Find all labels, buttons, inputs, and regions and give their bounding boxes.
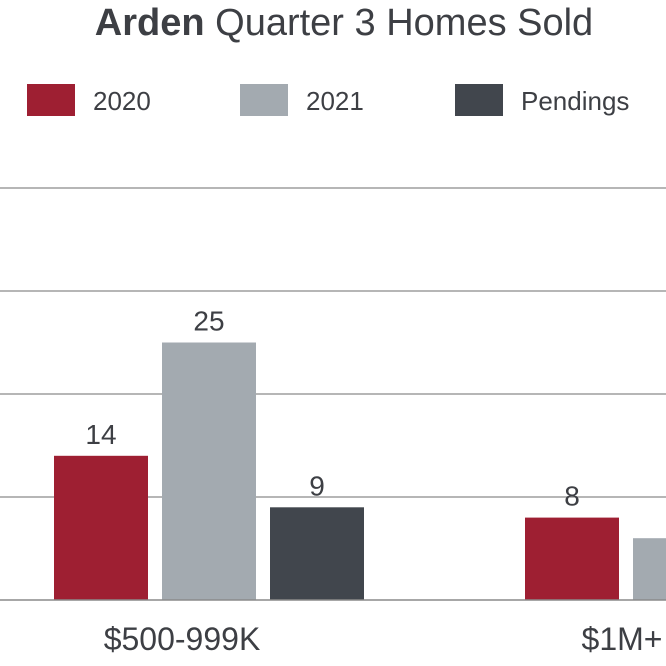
bar-2021-0 <box>162 342 256 600</box>
bar-2020-0 <box>54 455 148 600</box>
legend-swatch-2020 <box>27 84 75 116</box>
legend-swatch-pendings <box>455 84 503 116</box>
category-label: $1M+ <box>582 621 663 657</box>
legend-swatch-2021 <box>240 84 288 116</box>
legend-label-2020: 2020 <box>93 86 151 116</box>
legend-label-2021: 2021 <box>306 86 364 116</box>
chart-title: Arden Quarter 3 Homes Sold <box>0 2 666 45</box>
chart-title-rest: Quarter 3 Homes Sold <box>215 2 594 44</box>
bar-pendings-0 <box>270 507 364 600</box>
legend-label-pendings: Pendings <box>521 86 630 116</box>
data-label: 14 <box>85 419 116 450</box>
bar-2021-1 <box>633 538 666 600</box>
bar-2020-1 <box>525 517 619 600</box>
data-label: 8 <box>564 481 580 512</box>
data-label: 9 <box>309 470 325 501</box>
data-label: 25 <box>193 306 224 337</box>
chart-title-bold: Arden <box>94 2 205 44</box>
category-label: $500-999K <box>104 621 261 657</box>
